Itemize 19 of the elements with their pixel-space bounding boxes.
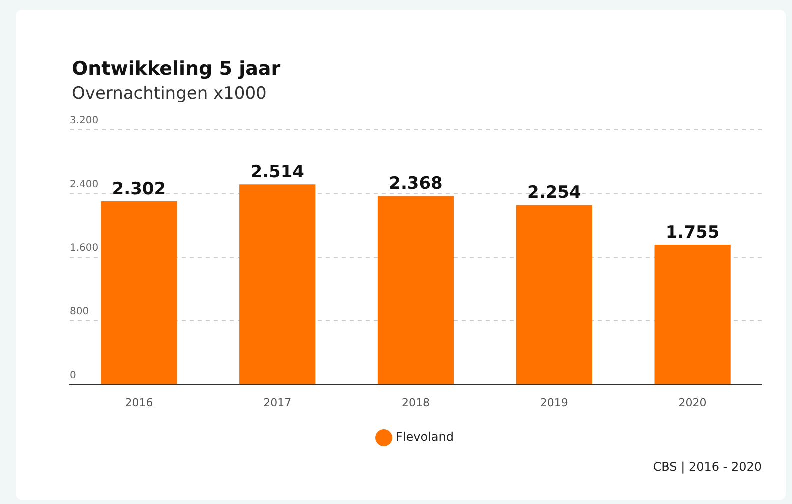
legend-label: Flevoland [396, 430, 454, 444]
data-label: 2.302 [112, 179, 166, 200]
x-tick-label: 2016 [125, 396, 154, 410]
data-label: 2.254 [528, 183, 582, 204]
y-tick-label: 800 [70, 306, 90, 318]
chart-subtitle: Overnachtingen x1000 [72, 84, 267, 104]
x-tick-label: 2020 [678, 396, 707, 410]
x-tick-label: 2017 [264, 396, 292, 410]
chart-title: Ontwikkeling 5 jaar [72, 58, 281, 80]
data-label: 2.368 [389, 174, 443, 194]
y-tick-label: 3.200 [70, 116, 99, 127]
y-tick-label: 0 [70, 370, 76, 382]
x-tick-label: 2018 [402, 396, 430, 410]
x-tick-label: 2019 [540, 396, 568, 410]
y-tick-label: 2.400 [70, 179, 99, 190]
text: CBS | 2016 - 2020 [653, 460, 762, 474]
data-label: 1.755 [666, 222, 720, 243]
data-label: 2.514 [250, 162, 305, 183]
y-tick-label: 1.600 [70, 242, 99, 254]
